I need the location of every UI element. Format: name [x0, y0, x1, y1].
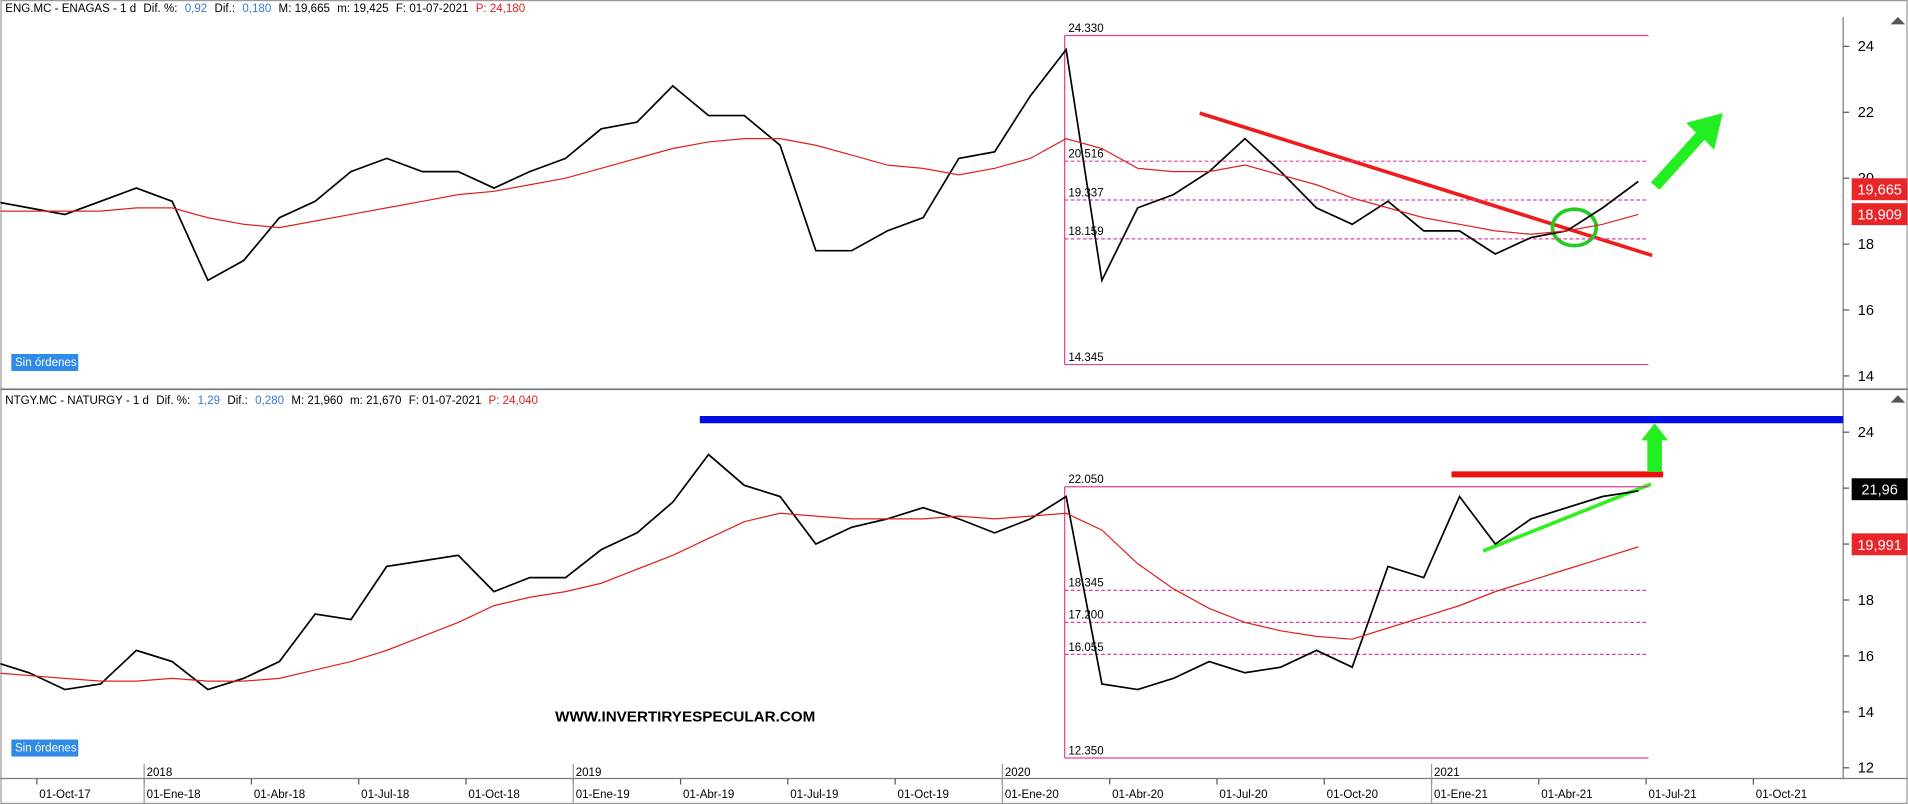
- year-label: 2021: [1434, 767, 1460, 779]
- fib-label: 18.159: [1068, 226, 1103, 238]
- header-item: ENG.MC - ENAGAS - 1 d: [5, 3, 136, 15]
- header-item: 0,92: [185, 3, 207, 15]
- y-tick-label: 16: [1858, 649, 1874, 665]
- x-tick-label: 01-Jul-18: [361, 789, 409, 801]
- x-tick-label: 01-Ene-21: [1434, 789, 1488, 801]
- y-tick-label: 24: [1858, 39, 1874, 55]
- x-tick-label: 01-Jul-19: [790, 789, 838, 801]
- fib-label: 18.345: [1068, 578, 1103, 590]
- y-tick-label: 18: [1858, 593, 1874, 609]
- x-tick-label: 01-Abr-18: [254, 789, 305, 801]
- x-tick-label: 01-Abr-19: [683, 789, 734, 801]
- header-item: Dif. %:: [143, 3, 177, 15]
- price-badge-label: 19,991: [1857, 538, 1902, 554]
- price-badge: [1851, 203, 1908, 226]
- price-line: [0, 47, 1639, 284]
- y-tick-label: 18: [1858, 237, 1874, 253]
- scroll-arrow[interactable]: [1890, 17, 1906, 25]
- price-line: [0, 453, 1639, 691]
- orders-badge: [11, 739, 79, 757]
- orders-badge: [11, 353, 79, 371]
- x-tick-label: 01-Jul-21: [1649, 789, 1697, 801]
- x-tick-label: 01-Abr-21: [1541, 789, 1592, 801]
- price-badge-label: 21,96: [1861, 483, 1897, 499]
- year-label: 2020: [1005, 767, 1031, 779]
- fib-label: 24.330: [1068, 23, 1103, 35]
- x-tick-label: 01-Oct-17: [39, 789, 90, 801]
- header-item: M: 21,960: [291, 395, 342, 407]
- header-item: F: 01-07-2021: [409, 395, 482, 407]
- circle-mark: [1550, 207, 1599, 248]
- fib-label: 12.350: [1068, 745, 1103, 757]
- y-tick-label: 12: [1858, 761, 1874, 777]
- y-tick-label: 24: [1858, 425, 1874, 441]
- trendline: [1199, 111, 1653, 258]
- x-tick-label: 01-Oct-21: [1756, 789, 1807, 801]
- header-item: P: 24,180: [476, 3, 525, 15]
- header-item: 0,180: [242, 3, 271, 15]
- x-tick-label: 01-Abr-20: [1112, 789, 1163, 801]
- fib-label: 19.337: [1068, 187, 1103, 199]
- header-item: m: 19,425: [337, 3, 388, 15]
- x-tick-label: 01-Jul-20: [1219, 789, 1267, 801]
- header-item: 0,280: [255, 395, 284, 407]
- header-item: m: 21,670: [350, 395, 401, 407]
- moving-average: [0, 138, 1639, 235]
- header-item: Dif. %:: [156, 395, 190, 407]
- header-item: Dif.:: [215, 3, 236, 15]
- orders-badge-label: Sin órdenes: [15, 357, 77, 369]
- moving-average: [0, 512, 1639, 682]
- scroll-arrow[interactable]: [1890, 395, 1906, 403]
- fib-label: 22.050: [1068, 474, 1103, 486]
- header-item: Dif.:: [227, 395, 248, 407]
- watermark: WWW.INVERTIRYESPECULAR.COM: [555, 708, 815, 725]
- price-badge: [1851, 178, 1908, 201]
- price-badge-label: 19,665: [1857, 183, 1902, 199]
- annotations: [699, 111, 1844, 553]
- y-tick-label: 22: [1858, 105, 1874, 121]
- price-badge: [1851, 533, 1908, 556]
- y-tick-label: 14: [1858, 705, 1874, 721]
- header-item: F: 01-07-2021: [396, 3, 469, 15]
- fib-label: 14.345: [1068, 352, 1103, 364]
- x-tick-label: 01-Ene-20: [1005, 789, 1059, 801]
- price-badge-label: 18,909: [1857, 208, 1902, 224]
- fib-label: 17.200: [1068, 610, 1103, 622]
- support-line: [1482, 482, 1652, 553]
- y-tick-label: 14: [1858, 369, 1874, 385]
- header-item: NTGY.MC - NATURGY - 1 d: [5, 395, 149, 407]
- up-arrow: [1641, 423, 1668, 472]
- orders-badge-label: Sin órdenes: [15, 743, 77, 755]
- year-label: 2018: [147, 767, 173, 779]
- x-tick-label: 01-Oct-20: [1327, 789, 1378, 801]
- header-item: P: 24,040: [489, 395, 538, 407]
- year-label: 2019: [576, 767, 602, 779]
- fib-label: 20.516: [1068, 149, 1103, 161]
- x-tick-label: 01-Oct-19: [898, 789, 949, 801]
- up-arrow: [1650, 113, 1723, 190]
- header-item: M: 19,665: [279, 3, 330, 15]
- x-tick-label: 01-Oct-18: [468, 789, 519, 801]
- price-badge: [1851, 478, 1908, 501]
- x-tick-label: 01-Ene-19: [576, 789, 630, 801]
- x-tick-label: 01-Ene-18: [147, 789, 201, 801]
- header-item: 1,29: [198, 395, 220, 407]
- fib-label: 16.055: [1068, 642, 1103, 654]
- y-tick-label: 16: [1858, 303, 1874, 319]
